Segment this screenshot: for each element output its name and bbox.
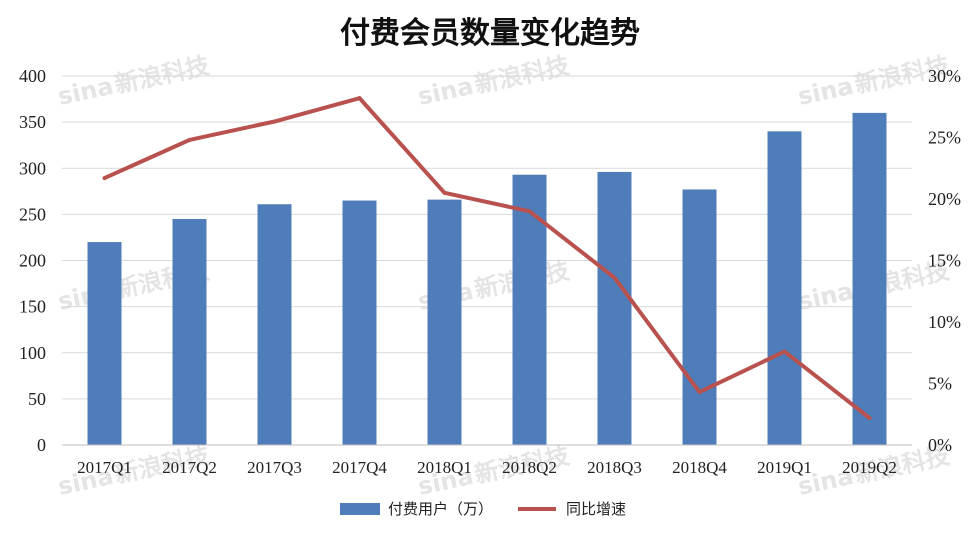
category-label: 2019Q2 (842, 458, 897, 477)
left-axis: 0 50 100 150 200 250 300 350 400 (19, 66, 46, 455)
left-tick-label: 100 (19, 343, 46, 363)
bar (342, 200, 377, 445)
right-tick-label: 20% (928, 189, 961, 209)
category-label: 2018Q4 (672, 458, 727, 477)
growth-point (442, 190, 447, 195)
category-label: 2018Q3 (587, 458, 642, 477)
category-label: 2017Q4 (332, 458, 387, 477)
left-tick-label: 250 (19, 204, 46, 224)
bar (767, 131, 802, 445)
right-tick-label: 0% (928, 435, 952, 455)
growth-line (102, 96, 872, 420)
left-tick-label: 400 (19, 66, 46, 86)
left-tick-label: 300 (19, 158, 46, 178)
bar (87, 242, 122, 445)
chart-title: 付费会员数量变化趋势 (340, 16, 640, 51)
growth-point (527, 209, 532, 214)
bar (427, 199, 462, 445)
left-tick-label: 50 (28, 389, 46, 409)
bar (852, 112, 887, 446)
right-tick-label: 25% (928, 128, 961, 148)
growth-point (697, 390, 702, 395)
bars (87, 112, 887, 446)
growth-point (187, 137, 192, 142)
bar (597, 171, 632, 445)
growth-point (357, 96, 362, 101)
category-label: 2017Q2 (162, 458, 217, 477)
bar (512, 174, 547, 445)
bar (257, 204, 292, 445)
bar (172, 218, 207, 445)
growth-point (782, 349, 787, 354)
watermark-logo: sina (55, 72, 115, 111)
watermark-text: 新浪科技 (112, 51, 213, 99)
right-tick-label: 15% (928, 251, 961, 271)
category-label: 2018Q2 (502, 458, 557, 477)
left-tick-label: 350 (19, 112, 46, 132)
growth-point (102, 176, 107, 181)
right-tick-label: 10% (928, 312, 961, 332)
right-tick-label: 5% (928, 374, 952, 394)
legend-label-line: 同比增速 (566, 500, 626, 518)
legend-swatch-bar (340, 503, 380, 515)
category-label: 2017Q1 (77, 458, 132, 477)
left-tick-label: 150 (19, 297, 46, 317)
left-tick-label: 200 (19, 251, 46, 271)
category-label: 2017Q3 (247, 458, 302, 477)
watermark-logo: sina (415, 72, 475, 111)
growth-point (272, 119, 277, 124)
growth-line-path (103, 96, 871, 420)
watermark-text: 新浪科技 (472, 51, 573, 99)
legend: 付费用户（万） 同比增速 (340, 500, 626, 518)
left-tick-label: 0 (37, 435, 46, 455)
legend-label-bar: 付费用户（万） (388, 500, 493, 518)
category-label: 2019Q1 (757, 458, 812, 477)
bar (682, 189, 717, 445)
x-axis: 2017Q1 2017Q2 2017Q3 2017Q4 2018Q1 2018Q2 2018… (62, 444, 912, 477)
right-tick-label: 30% (928, 66, 961, 86)
right-axis: 0% 5% 10% 15% 20% 25% 30% (928, 66, 961, 455)
watermark-logo: sina (795, 277, 855, 316)
watermark-logo: sina (795, 72, 855, 111)
growth-point (867, 415, 872, 420)
category-label: 2018Q1 (417, 458, 472, 477)
growth-point (612, 275, 617, 280)
